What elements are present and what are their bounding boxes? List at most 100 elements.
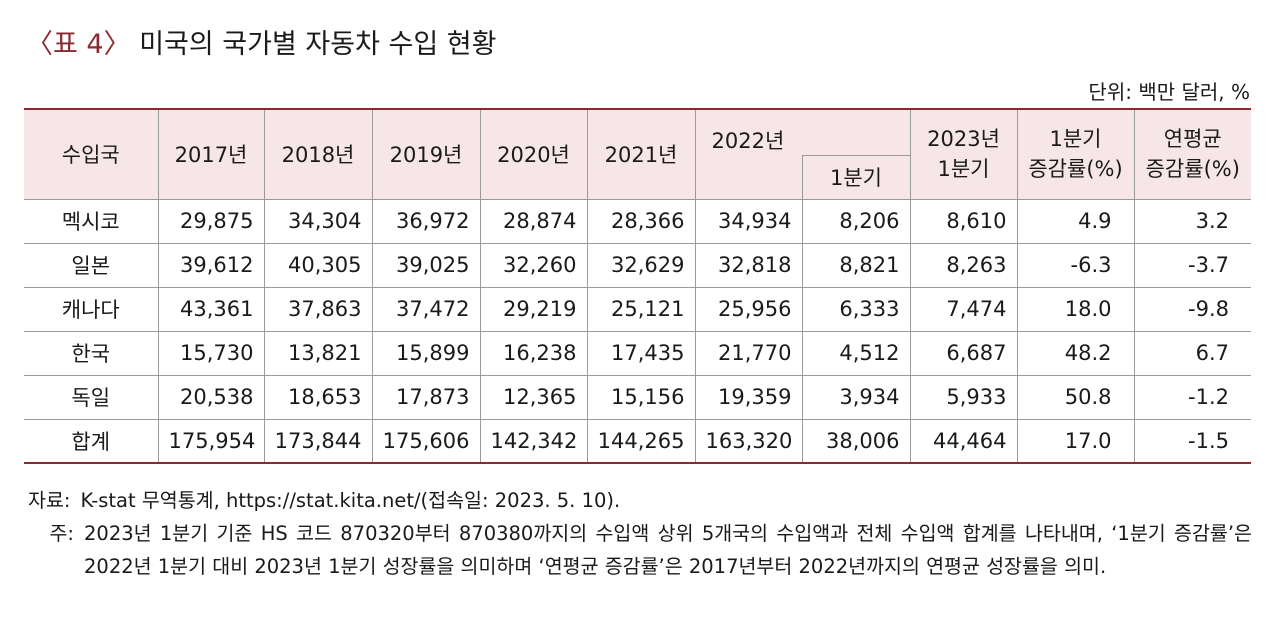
cell-2022: 34,934 [694, 198, 803, 244]
cell-avg-growth: -9.8 [1133, 286, 1252, 332]
cell-q1-growth: 50.8 [1016, 374, 1135, 420]
cell-2018: 13,821 [263, 330, 373, 376]
cell-q1-growth: 18.0 [1016, 286, 1135, 332]
cell-2023-q1: 5,933 [909, 374, 1018, 420]
source-text: K-stat 무역통계, https://stat.kita.net/(접속일:… [80, 489, 621, 512]
cell-2022: 163,320 [694, 418, 803, 464]
header-q1-growth-line1: 1분기 [1049, 127, 1102, 152]
cell-country: 멕시코 [24, 198, 159, 244]
cell-avg-growth: -1.2 [1133, 374, 1252, 420]
table-row: 일본 39,612 40,305 39,025 32,260 32,629 32… [24, 242, 1252, 288]
header-2022-blank [695, 155, 803, 200]
cell-country: 합계 [24, 418, 159, 464]
cell-2021: 17,435 [586, 330, 696, 376]
header-q1-growth-line2: 증감률(%) [1028, 157, 1123, 182]
cell-2022-q1: 6,333 [801, 286, 911, 332]
table-row: 멕시코 29,875 34,304 36,972 28,874 28,366 3… [24, 198, 1252, 244]
header-q1-growth: 1분기 증감률(%) [1016, 108, 1135, 200]
import-table: 수입국 2017년 2018년 2019년 2020년 2021년 2022년 … [24, 108, 1252, 464]
cell-country: 독일 [24, 374, 159, 420]
cell-2017: 29,875 [157, 198, 265, 244]
unit-label: 단위: 백만 달러, % [1088, 80, 1250, 104]
cell-2020: 142,342 [479, 418, 588, 464]
cell-2022-q1: 8,821 [801, 242, 911, 288]
cell-2022: 21,770 [694, 330, 803, 376]
cell-2018: 173,844 [263, 418, 373, 464]
header-avg-growth-line1: 연평균 [1163, 127, 1222, 152]
cell-avg-growth: 3.2 [1133, 198, 1252, 244]
footnote: 주: 2023년 1분기 기준 HS 코드 870320부터 870380까지의… [28, 517, 1252, 583]
cell-q1-growth: 48.2 [1016, 330, 1135, 376]
cell-2022-q1: 8,206 [801, 198, 911, 244]
cell-2019: 15,899 [371, 330, 481, 376]
table-title: 〈표 4〉 미국의 국가별 자동차 수입 현황 [26, 22, 496, 61]
cell-2017: 39,612 [157, 242, 265, 288]
cell-2022: 19,359 [694, 374, 803, 420]
table-number: 〈표 4〉 [26, 29, 131, 60]
cell-2023-q1: 8,263 [909, 242, 1018, 288]
table-row: 캐나다 43,361 37,863 37,472 29,219 25,121 2… [24, 286, 1252, 332]
header-2023-q1-line1: 2023년 [927, 127, 1000, 152]
cell-2018: 34,304 [263, 198, 373, 244]
cell-q1-growth: 4.9 [1016, 198, 1135, 244]
cell-2018: 18,653 [263, 374, 373, 420]
header-2018: 2018년 [263, 108, 373, 200]
cell-2019: 175,606 [371, 418, 481, 464]
cell-2023-q1: 44,464 [909, 418, 1018, 464]
header-2022-q1: 1분기 [801, 154, 911, 200]
cell-2021: 32,629 [586, 242, 696, 288]
header-2023-q1-line2: 1분기 [937, 157, 990, 182]
cell-q1-growth: 17.0 [1016, 418, 1135, 464]
cell-country: 캐나다 [24, 286, 159, 332]
cell-avg-growth: -1.5 [1133, 418, 1252, 464]
header-2023-q1: 2023년 1분기 [909, 108, 1018, 200]
footnote-text: 2023년 1분기 기준 HS 코드 870320부터 870380까지의 수입… [84, 522, 1252, 578]
header-2019: 2019년 [371, 108, 481, 200]
cell-2023-q1: 6,687 [909, 330, 1018, 376]
cell-2022-q1: 4,512 [801, 330, 911, 376]
cell-2017: 43,361 [157, 286, 265, 332]
cell-2022: 25,956 [694, 286, 803, 332]
cell-2022-q1: 38,006 [801, 418, 911, 464]
cell-2018: 37,863 [263, 286, 373, 332]
cell-2020: 32,260 [479, 242, 588, 288]
cell-2019: 39,025 [371, 242, 481, 288]
header-2017: 2017년 [157, 108, 265, 200]
footnote-label: 주: [49, 522, 74, 545]
cell-2019: 37,472 [371, 286, 481, 332]
cell-2020: 12,365 [479, 374, 588, 420]
source-note: 자료: K-stat 무역통계, https://stat.kita.net/(… [28, 484, 1252, 517]
table-row: 한국 15,730 13,821 15,899 16,238 17,435 21… [24, 330, 1252, 376]
cell-2023-q1: 8,610 [909, 198, 1018, 244]
cell-2021: 15,156 [586, 374, 696, 420]
table-notes: 자료: K-stat 무역통계, https://stat.kita.net/(… [28, 484, 1252, 583]
cell-2019: 17,873 [371, 374, 481, 420]
cell-2022-q1: 3,934 [801, 374, 911, 420]
cell-2017: 175,954 [157, 418, 265, 464]
cell-2017: 15,730 [157, 330, 265, 376]
source-label: 자료: [28, 489, 71, 512]
cell-avg-growth: -3.7 [1133, 242, 1252, 288]
header-avg-growth-line2: 증감률(%) [1145, 157, 1240, 182]
cell-2021: 25,121 [586, 286, 696, 332]
cell-2020: 29,219 [479, 286, 588, 332]
header-2022: 2022년 [694, 108, 911, 155]
cell-2023-q1: 7,474 [909, 286, 1018, 332]
header-2021: 2021년 [586, 108, 696, 200]
cell-2020: 16,238 [479, 330, 588, 376]
cell-2019: 36,972 [371, 198, 481, 244]
header-2020: 2020년 [479, 108, 588, 200]
header-avg-growth: 연평균 증감률(%) [1133, 108, 1252, 200]
cell-q1-growth: -6.3 [1016, 242, 1135, 288]
table-total-row: 합계 175,954 173,844 175,606 142,342 144,2… [24, 418, 1252, 464]
table-title-text: 미국의 국가별 자동차 수입 현황 [139, 29, 497, 60]
cell-2017: 20,538 [157, 374, 265, 420]
cell-country: 한국 [24, 330, 159, 376]
cell-2022: 32,818 [694, 242, 803, 288]
cell-2021: 28,366 [586, 198, 696, 244]
cell-avg-growth: 6.7 [1133, 330, 1252, 376]
cell-country: 일본 [24, 242, 159, 288]
table-row: 독일 20,538 18,653 17,873 12,365 15,156 19… [24, 374, 1252, 420]
cell-2020: 28,874 [479, 198, 588, 244]
cell-2018: 40,305 [263, 242, 373, 288]
